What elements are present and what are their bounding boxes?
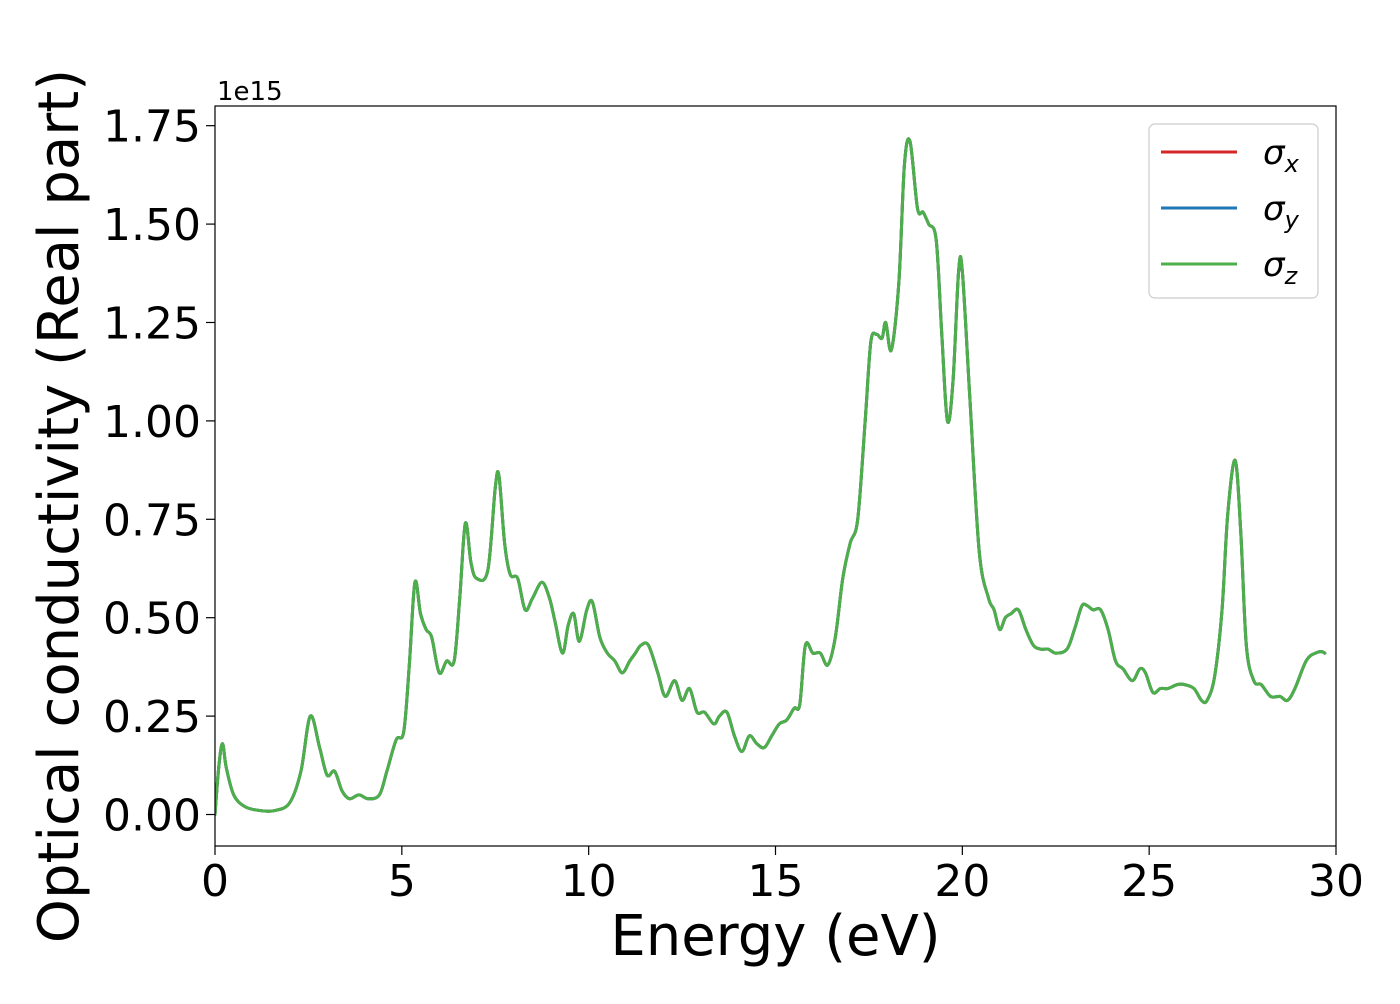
legend-box [1148, 123, 1319, 299]
y-tick-label: 0.25 [103, 692, 201, 743]
legend: σx σy σz [1148, 123, 1319, 299]
legend-entry: σy [1161, 189, 1300, 234]
x-tick-label: 30 [1308, 856, 1364, 907]
y-tick-label: 1.50 [103, 200, 201, 251]
legend-label: σx [1263, 133, 1300, 178]
x-tick-label: 25 [1121, 856, 1177, 907]
x-axis-label: Energy (eV) [610, 904, 940, 969]
y-offset-text: 1e15 [217, 77, 283, 107]
y-tick-label: 0.75 [103, 495, 201, 546]
series-line-z [215, 137, 1327, 817]
y-tick-label: 0.50 [103, 594, 201, 645]
x-tick-label: 20 [934, 856, 990, 907]
legend-label: σy [1263, 189, 1300, 234]
x-tick-label: 10 [561, 856, 617, 907]
y-tick-label: 0.00 [103, 791, 201, 842]
y-tick-label: 1.75 [103, 102, 201, 153]
x-axis: 0 5 10 15 20 25 30 [201, 846, 1364, 907]
x-tick-label: 5 [388, 856, 416, 907]
x-tick-label: 0 [201, 856, 229, 907]
y-axis-label: Optical conductivity (Real part) [27, 69, 92, 943]
plot-data-layer [215, 137, 1327, 817]
legend-label: σz [1263, 245, 1299, 290]
y-tick-label: 1.25 [103, 298, 201, 349]
y-axis: 0.00 0.25 0.50 0.75 1.00 1.25 1.50 1.75 [103, 102, 215, 842]
y-tick-label: 1.00 [103, 397, 201, 448]
legend-entry: σz [1161, 245, 1299, 290]
legend-entry: σx [1161, 133, 1300, 178]
x-tick-label: 15 [748, 856, 804, 907]
